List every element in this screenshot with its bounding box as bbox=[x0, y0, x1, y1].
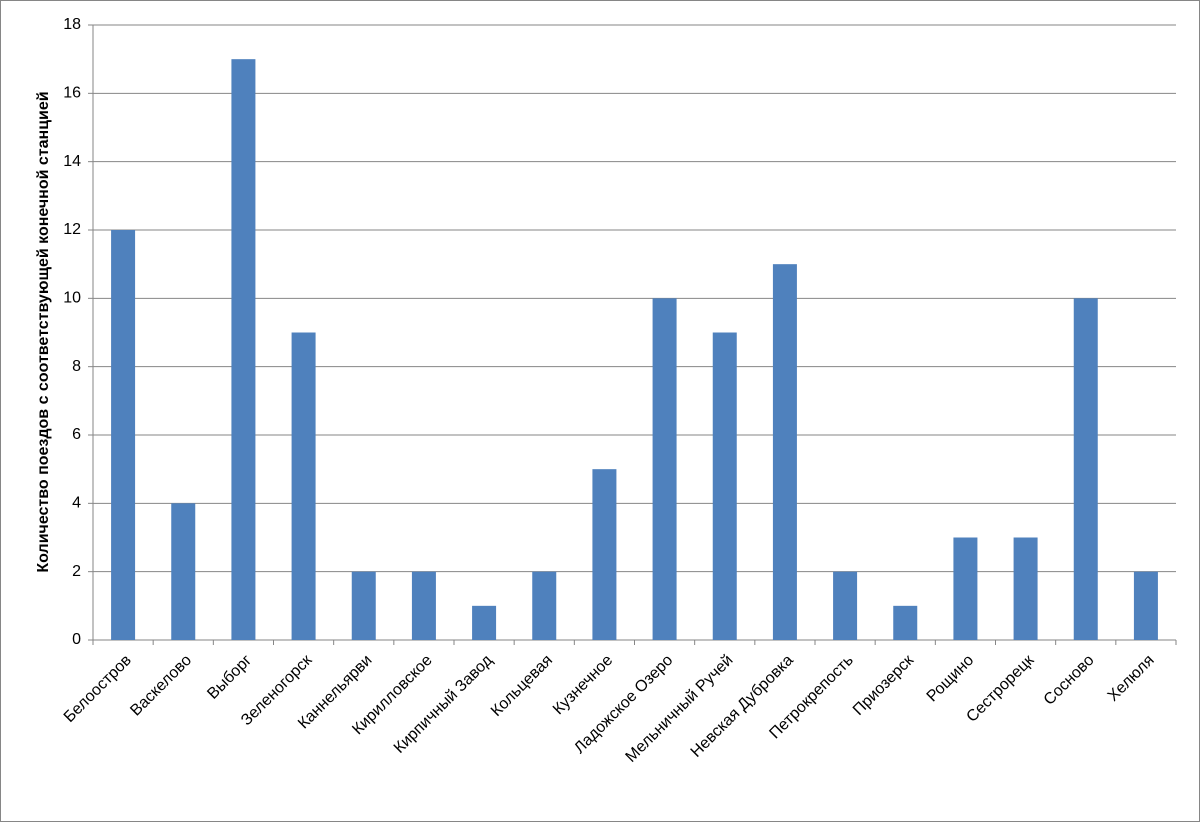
y-tick-label: 16 bbox=[63, 85, 81, 102]
y-axis-label: Количество поездов с соответствующей кон… bbox=[35, 91, 52, 572]
bar bbox=[1133, 571, 1158, 640]
bar bbox=[472, 605, 497, 640]
y-tick-label: 10 bbox=[63, 290, 81, 307]
y-tick-label: 0 bbox=[72, 631, 81, 648]
y-tick-label: 6 bbox=[72, 426, 81, 443]
bar bbox=[532, 571, 557, 640]
y-tick-label: 4 bbox=[72, 495, 81, 512]
bar bbox=[652, 298, 677, 640]
y-tick-label: 14 bbox=[63, 153, 81, 170]
bar bbox=[351, 571, 376, 640]
bar bbox=[171, 503, 196, 640]
bar bbox=[712, 332, 737, 640]
y-tick-label: 12 bbox=[63, 221, 81, 238]
y-tick-label: 2 bbox=[72, 563, 81, 580]
bar bbox=[953, 537, 978, 640]
bar bbox=[231, 59, 256, 640]
bar bbox=[291, 332, 316, 640]
y-tick-label: 8 bbox=[72, 358, 81, 375]
bar bbox=[1073, 298, 1098, 640]
bar bbox=[411, 571, 436, 640]
bar bbox=[1013, 537, 1038, 640]
bar bbox=[833, 571, 858, 640]
bar bbox=[893, 605, 918, 640]
bar bbox=[592, 469, 617, 640]
bar bbox=[111, 230, 136, 640]
bar bbox=[772, 264, 797, 640]
y-tick-label: 18 bbox=[63, 16, 81, 33]
